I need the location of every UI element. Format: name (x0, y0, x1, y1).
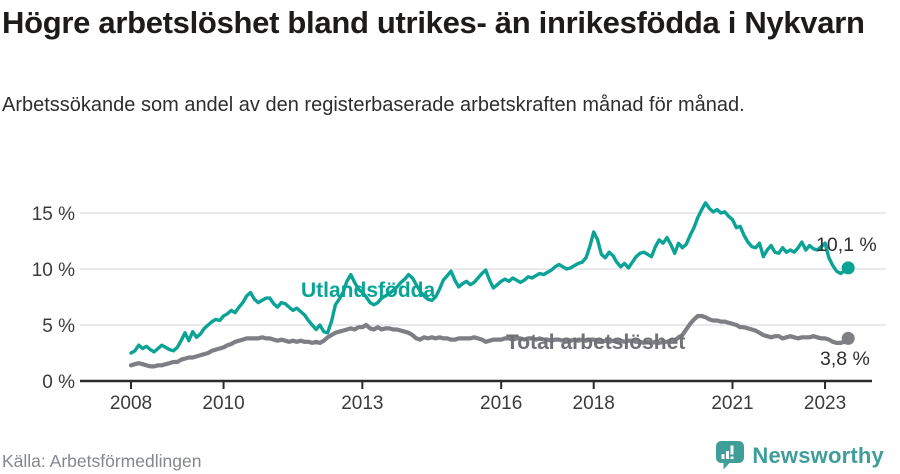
y-tick-label: 5 % (42, 316, 75, 337)
logo-exclamation-bar (730, 445, 734, 455)
chart-subtitle: Arbetssökande som andel av den registerb… (2, 94, 745, 116)
page-title: Högre arbetslöshet bland utrikes- än inr… (2, 5, 865, 40)
x-tick-label: 2010 (202, 393, 244, 414)
end-value-label-utlandsfodda: 10,1 % (816, 234, 877, 256)
y-tick-label: 10 % (32, 260, 75, 281)
series-label-utlandsfodda: Utlandsfödda (301, 279, 435, 302)
logo-bar-1 (721, 454, 725, 459)
gridlines (80, 212, 886, 326)
x-axis-ticks (130, 381, 827, 389)
x-tick-label: 2018 (573, 393, 615, 414)
y-tick-label: 15 % (32, 204, 75, 225)
source-attribution: Källa: Arbetsförmedlingen (2, 451, 202, 471)
logo-bar-2 (726, 451, 730, 459)
x-tick-label: 2008 (110, 393, 152, 414)
logo-exclamation-dot (730, 456, 734, 459)
x-axis-tick-labels: 2008 2010 2013 2016 2018 2021 2023 (110, 393, 846, 414)
series-end-dot-utlandsfodda (841, 261, 855, 275)
newsworthy-logo-text: Newsworthy (752, 442, 884, 468)
series-end-dot-total (841, 331, 855, 345)
x-tick-label: 2013 (341, 393, 383, 414)
y-axis-tick-labels: 15 % 10 % 5 % 0 % (32, 204, 75, 393)
series-label-total-arbetsloshet: Total arbetslöshet (506, 331, 685, 354)
series-line-total-arbetsloshet (128, 313, 851, 369)
series-line-utlandsfodda (129, 201, 850, 355)
x-tick-label: 2016 (480, 393, 522, 414)
newsworthy-logo-icon (716, 441, 745, 470)
end-value-label-total: 3,8 % (820, 348, 870, 370)
y-tick-label: 0 % (42, 372, 75, 393)
x-tick-label: 2023 (804, 393, 846, 414)
newsworthy-logo: Newsworthy (716, 441, 884, 470)
x-tick-label: 2021 (711, 393, 753, 414)
